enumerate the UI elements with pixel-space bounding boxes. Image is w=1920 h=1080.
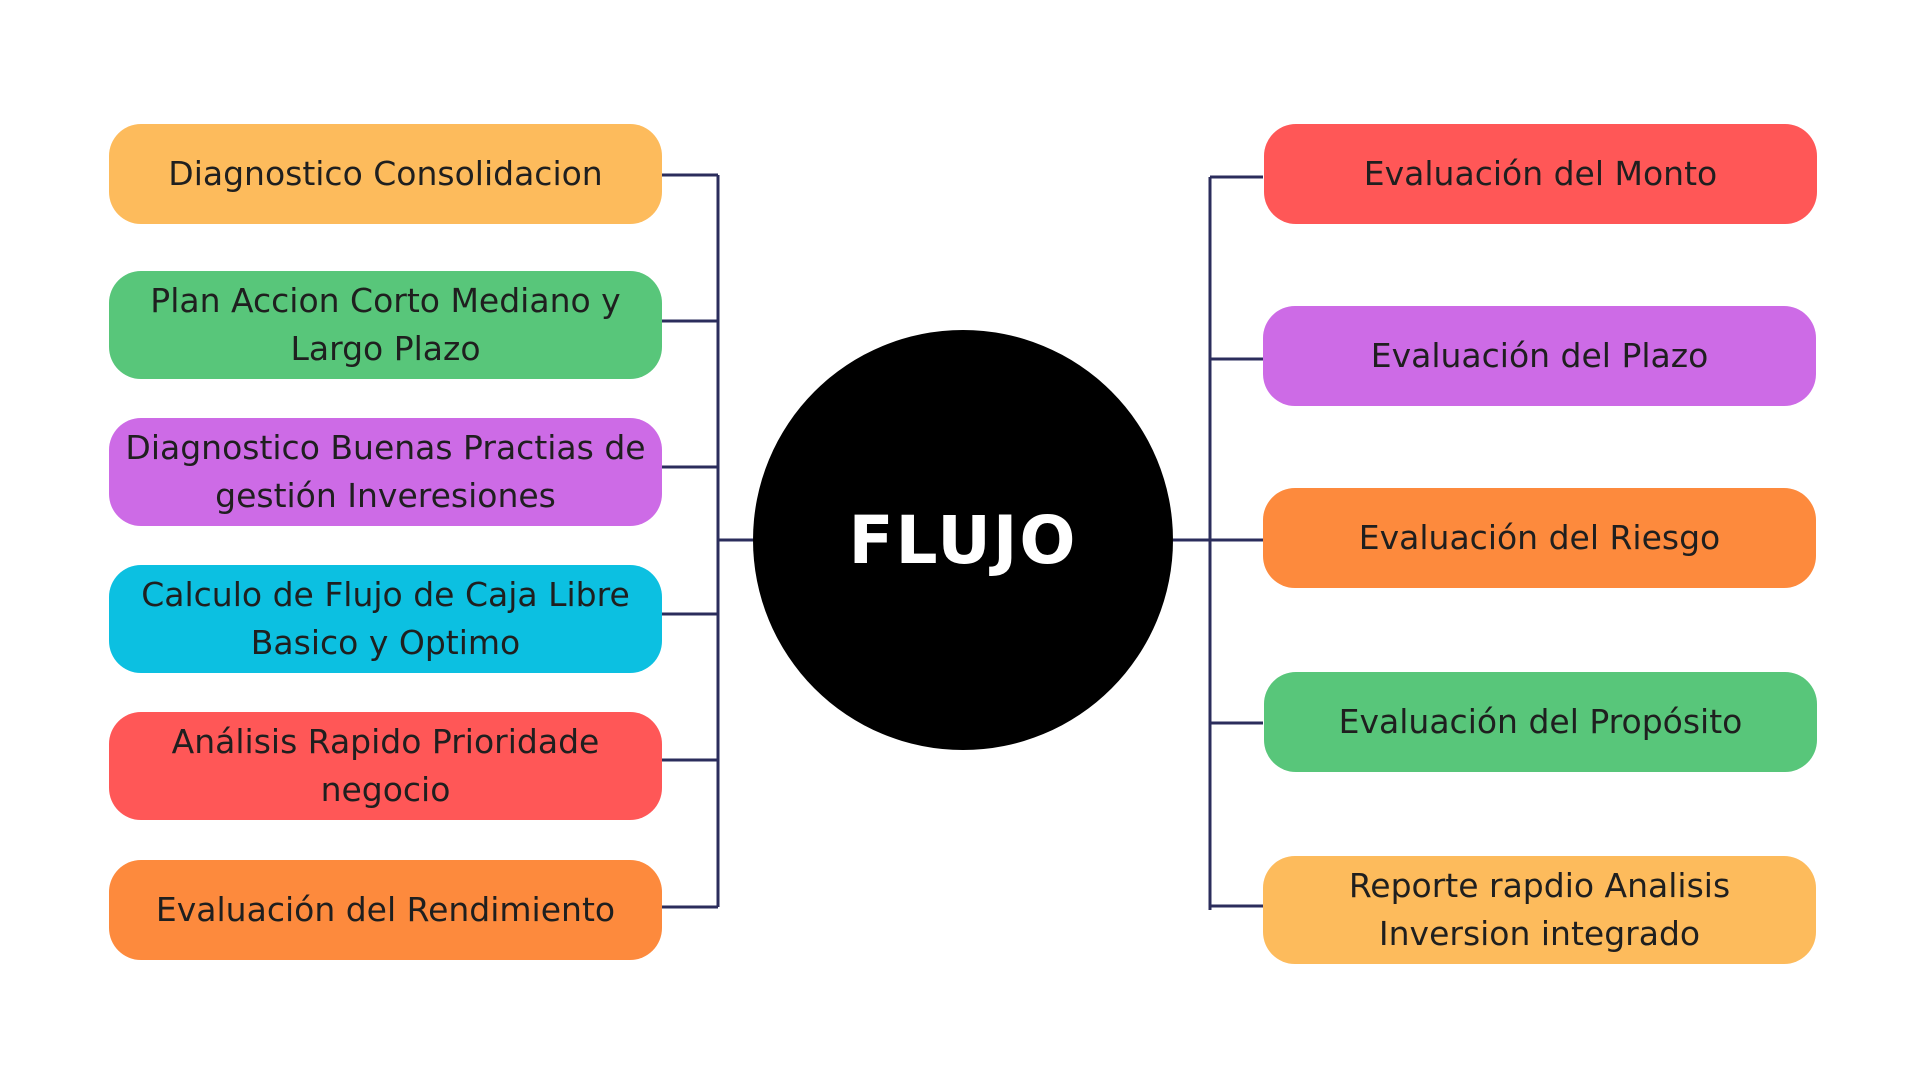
left-node-diagnostico-consolidacion: Diagnostico Consolidacion (109, 124, 662, 224)
right-node-reporte-rapido: Reporte rapdio Analisis Inversion integr… (1263, 856, 1816, 964)
center-hub: FLUJO (753, 330, 1173, 750)
center-label: FLUJO (848, 501, 1078, 579)
left-node-calculo-flujo-caja: Calculo de Flujo de Caja Libre Basico y … (109, 565, 662, 673)
left-node-diagnostico-buenas-practicas: Diagnostico Buenas Practias de gestión I… (109, 418, 662, 526)
left-node-analisis-rapido: Análisis Rapido Prioridade negocio (109, 712, 662, 820)
left-node-evaluacion-rendimiento: Evaluación del Rendimiento (109, 860, 662, 960)
right-node-evaluacion-proposito: Evaluación del Propósito (1264, 672, 1817, 772)
right-node-evaluacion-riesgo: Evaluación del Riesgo (1263, 488, 1816, 588)
right-node-evaluacion-plazo: Evaluación del Plazo (1263, 306, 1816, 406)
right-node-evaluacion-monto: Evaluación del Monto (1264, 124, 1817, 224)
left-node-plan-accion: Plan Accion Corto Mediano y Largo Plazo (109, 271, 662, 379)
